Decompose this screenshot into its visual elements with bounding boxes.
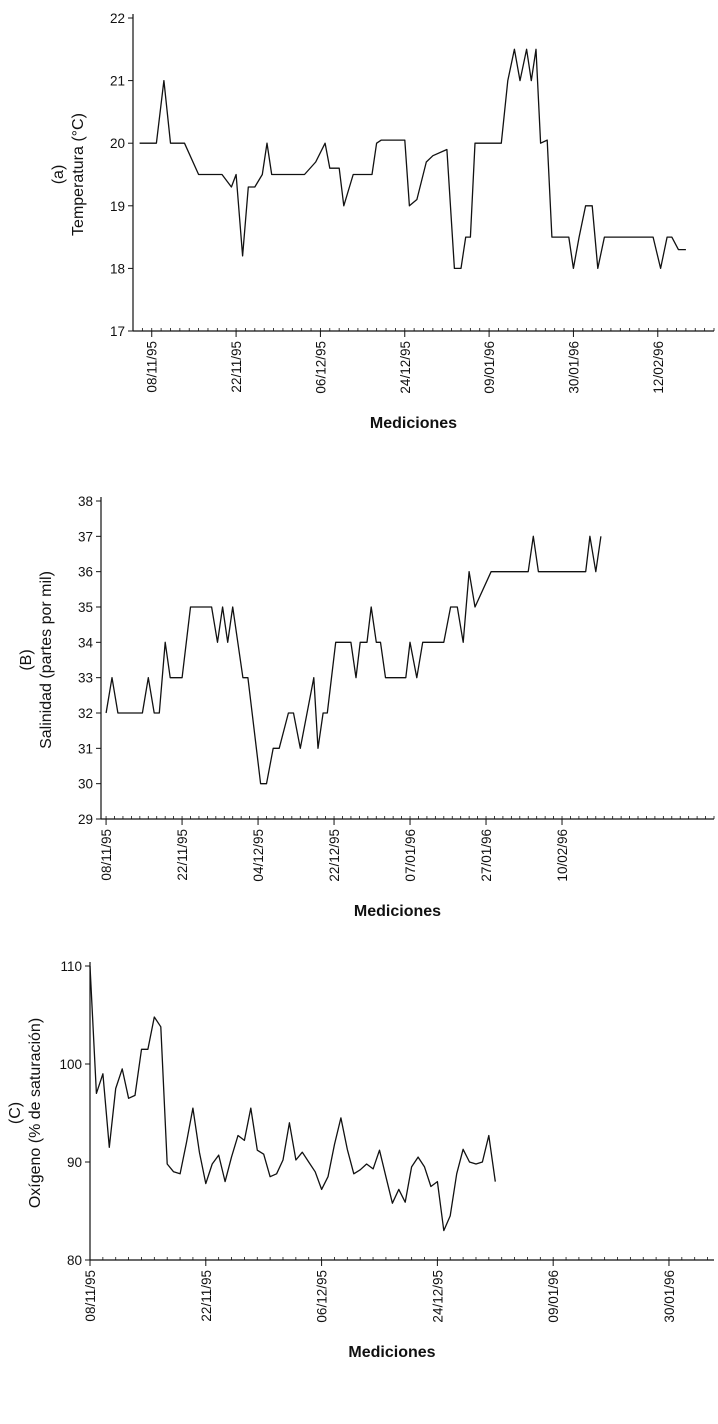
x-tick-label: 09/01/96: [546, 1270, 561, 1323]
panel-label: (B): [18, 649, 35, 670]
chart-panel-1: 17 18 19 20 21 22 08/11/95 22/11/95 06/12/95 24/1…: [50, 11, 715, 432]
y-tick-label: 20: [110, 136, 125, 151]
x-axis-title: Mediciones: [354, 903, 441, 920]
y-axis-title: Oxígeno (% de saturación): [27, 1018, 44, 1208]
y-tick-label: 100: [59, 1057, 82, 1072]
x-tick-label: 06/12/95: [313, 341, 328, 394]
y-tick-label: 31: [78, 741, 93, 756]
x-tick-label: 22/11/95: [229, 341, 244, 393]
x-tick-label: 27/01/96: [479, 829, 494, 882]
x-tick-label: 24/12/95: [430, 1270, 445, 1323]
x-tick-label: 22/12/95: [327, 829, 342, 882]
x-tick-label: 24/12/95: [398, 341, 413, 394]
x-tick-label: 22/11/95: [175, 829, 190, 881]
y-tick-label: 29: [78, 812, 93, 827]
x-axis-title: Mediciones: [370, 415, 457, 432]
y-tick-label: 80: [67, 1253, 82, 1268]
y-tick-label: 18: [110, 261, 125, 276]
x-tick-label: 08/11/95: [83, 1270, 98, 1322]
y-tick-label: 22: [110, 11, 125, 26]
x-tick-label: 09/01/96: [482, 341, 497, 394]
y-tick-label: 36: [78, 565, 93, 580]
y-tick-label: 30: [78, 777, 93, 792]
x-tick-label: 22/11/95: [199, 1270, 214, 1322]
y-tick-label: 37: [78, 529, 93, 544]
x-tick-label: 04/12/95: [251, 829, 266, 882]
panel-label: (C): [7, 1102, 24, 1124]
x-tick-label: 07/01/96: [403, 829, 418, 882]
x-tick-label: 30/01/96: [662, 1270, 677, 1323]
y-axis-title: Salinidad (partes por mil): [38, 571, 55, 749]
x-axis-title: Mediciones: [348, 1344, 435, 1361]
y-tick-label: 34: [78, 635, 94, 650]
y-tick-label: 90: [67, 1155, 82, 1170]
x-tick-label: 08/11/95: [99, 829, 114, 881]
y-tick-label: 19: [110, 199, 125, 214]
y-tick-label: 32: [78, 706, 93, 721]
series-line-1: [105, 535, 602, 785]
series-line-1: [89, 965, 496, 1232]
y-tick-label: 33: [78, 671, 93, 686]
y-tick-label: 17: [110, 324, 125, 339]
series-line-1: [139, 48, 686, 270]
x-tick-label: 12/02/96: [651, 341, 666, 394]
chart-panel-2: 29 30 31 32 33 34 35 36 37 38 08/11/95 22/11/95 04/1…: [18, 494, 715, 920]
panel-label: (a): [50, 165, 67, 185]
x-tick-label: 30/01/96: [566, 341, 581, 394]
y-tick-label: 38: [78, 494, 93, 509]
x-tick-label: 06/12/95: [315, 1270, 330, 1323]
y-tick-label: 110: [60, 959, 82, 974]
x-tick-label: 08/11/95: [145, 341, 160, 393]
y-axis-title: Temperatura (°C): [70, 113, 87, 236]
chart-panel-3: 80 90 100 110 08/11/95 22/11/95 06/12/95 24/12/…: [7, 959, 714, 1361]
y-tick-label: 35: [78, 600, 93, 615]
x-tick-label: 10/02/96: [555, 829, 570, 882]
y-tick-label: 21: [110, 74, 125, 89]
